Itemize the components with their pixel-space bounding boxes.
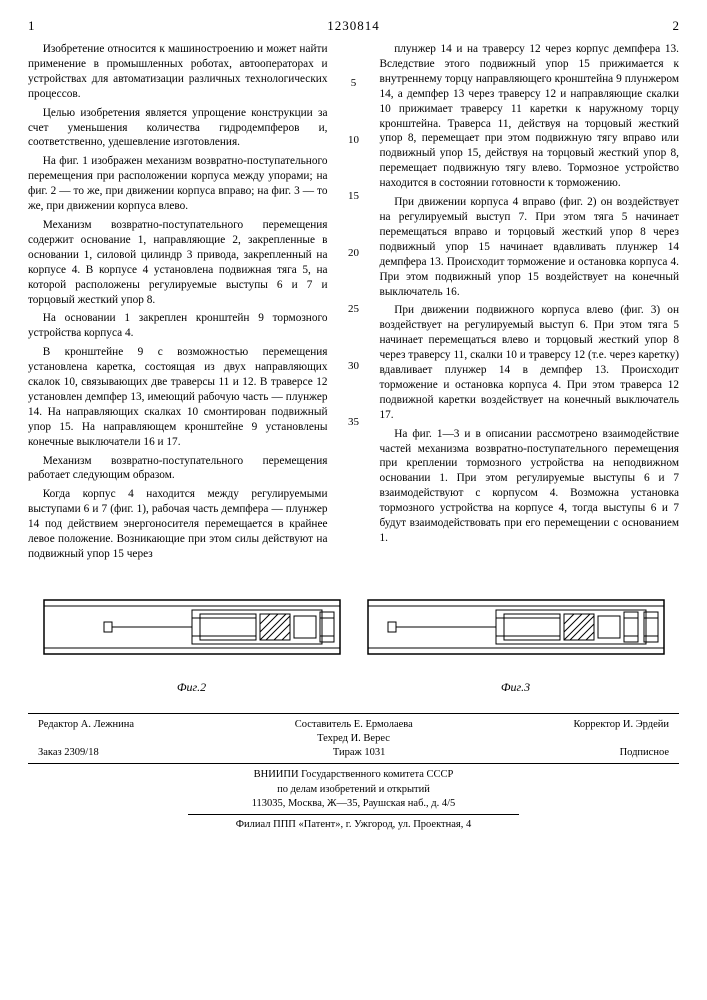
print-run: Тираж 1031 bbox=[333, 746, 386, 760]
para: Изобретение относится к машиностроению и… bbox=[28, 42, 328, 102]
para: Механизм возвратно-поступательного перем… bbox=[28, 218, 328, 307]
para: плунжер 14 и на траверсу 12 через корпус… bbox=[380, 42, 680, 191]
line-number: 5 bbox=[346, 76, 362, 91]
para: При движении корпуса 4 вправо (фиг. 2) о… bbox=[380, 195, 680, 299]
editor-credit: Редактор А. Лежнина bbox=[38, 718, 134, 732]
line-number: 10 bbox=[346, 133, 362, 148]
right-column: плунжер 14 и на траверсу 12 через корпус… bbox=[380, 42, 680, 566]
left-column: Изобретение относится к машиностроению и… bbox=[28, 42, 328, 566]
para: На фиг. 1 изображен механизм возвратно-п… bbox=[28, 154, 328, 214]
figure-2: Фиг.2 bbox=[42, 582, 342, 695]
para: В кронштейне 9 с возможностью перемещени… bbox=[28, 345, 328, 449]
line-number: 30 bbox=[346, 359, 362, 374]
branch-address: Филиал ППП «Патент», г. Ужгород, ул. Про… bbox=[28, 818, 679, 832]
publisher-line: по делам изобретений и открытий bbox=[28, 783, 679, 797]
figure-caption: Фиг.3 bbox=[366, 680, 666, 695]
text-columns: Изобретение относится к машиностроению и… bbox=[28, 42, 679, 566]
compiler-credit: Составитель Е. Ермолаева bbox=[295, 718, 413, 732]
line-number: 35 bbox=[346, 415, 362, 430]
subscription-mark: Подписное bbox=[620, 746, 669, 760]
figure-caption: Фиг.2 bbox=[42, 680, 342, 695]
para: Механизм возвратно-поступательного перем… bbox=[28, 454, 328, 484]
para: На основании 1 закреплен кронштейн 9 тор… bbox=[28, 311, 328, 341]
corrector-credit: Корректор И. Эрдейи bbox=[573, 718, 669, 732]
line-number: 15 bbox=[346, 189, 362, 204]
order-number: Заказ 2309/18 bbox=[38, 746, 99, 760]
imprint-block: Редактор А. Лежнина Составитель Е. Ермол… bbox=[28, 713, 679, 832]
document-number: 1230814 bbox=[327, 18, 380, 34]
publisher-address: 113035, Москва, Ж—35, Раушская наб., д. … bbox=[28, 797, 679, 811]
figure-3: Фиг.3 bbox=[366, 582, 666, 695]
page-header: 1 1230814 2 bbox=[28, 18, 679, 34]
figures-row: Фиг.2 bbox=[28, 582, 679, 695]
para: На фиг. 1—3 и в описании рассмотрено вза… bbox=[380, 427, 680, 546]
line-number: 25 bbox=[346, 302, 362, 317]
page-number-left: 1 bbox=[28, 18, 35, 34]
publisher-line: ВНИИПИ Государственного комитета СССР bbox=[28, 768, 679, 782]
para: Когда корпус 4 находится между регулируе… bbox=[28, 487, 328, 562]
tech-credit: Техред И. Верес bbox=[317, 732, 390, 746]
para: Целью изобретения является упрощение кон… bbox=[28, 106, 328, 151]
line-number: 20 bbox=[346, 246, 362, 261]
line-number-gutter: 5 10 15 20 25 30 35 bbox=[346, 42, 362, 566]
para: При движении подвижного корпуса влево (ф… bbox=[380, 303, 680, 422]
page-number-right: 2 bbox=[673, 18, 680, 34]
